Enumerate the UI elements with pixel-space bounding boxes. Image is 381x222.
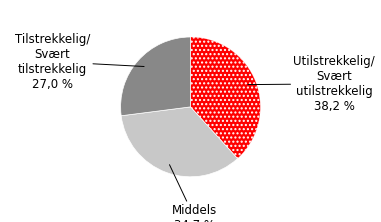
- Text: Utilstrekkelig/
Svært
utilstrekkelig
38,2 %: Utilstrekkelig/ Svært utilstrekkelig 38,…: [248, 55, 375, 113]
- Wedge shape: [190, 37, 260, 159]
- Wedge shape: [121, 107, 238, 177]
- Text: Tilstrekkelig/
Svært
tilstrekkelig
27,0 %: Tilstrekkelig/ Svært tilstrekkelig 27,0 …: [15, 33, 144, 91]
- Text: Middels
34,7 %: Middels 34,7 %: [170, 165, 217, 222]
- Wedge shape: [121, 37, 190, 116]
